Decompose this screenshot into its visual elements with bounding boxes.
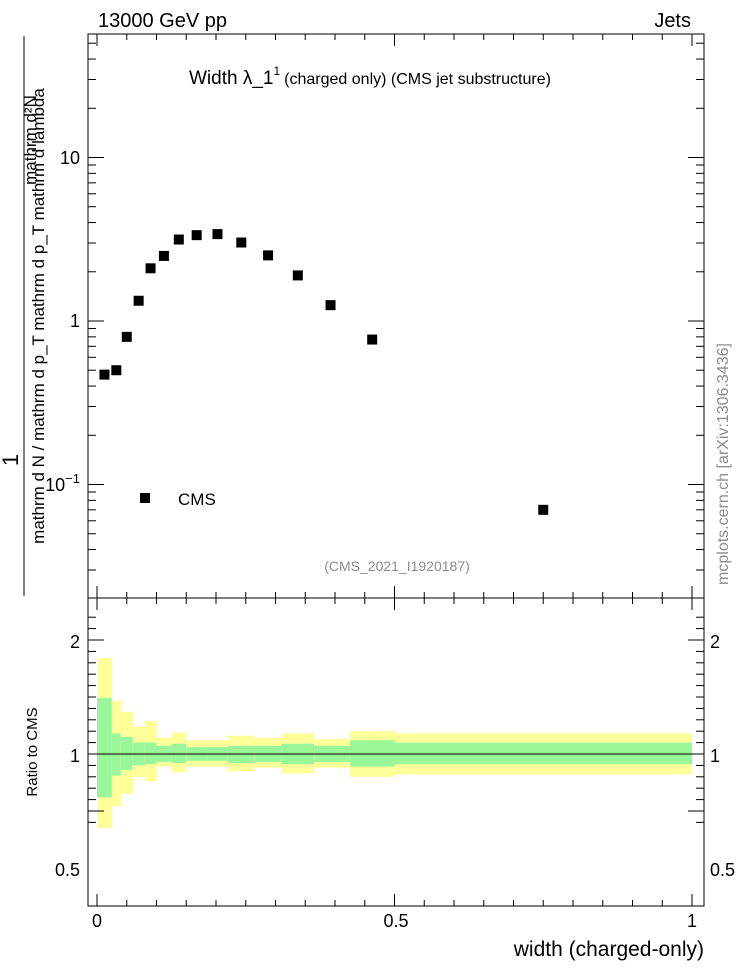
ratio-ytick-2-right: 2 [710,632,720,652]
ytick-label-base: 10 [45,475,65,495]
ratio-plot-frame [87,597,705,907]
stat-uncertainty-band-0 [97,698,112,798]
ytick-label-1: 1 [70,311,80,331]
xtick-label-0: 0 [92,911,102,931]
data-point-1 [111,365,122,376]
energy-label: 13000 GeV pp [98,10,227,32]
data-point-2 [121,331,132,342]
ratio-ytick-2-left: 2 [70,632,80,652]
ratio-ylabel: Ratio to CMS [24,707,41,796]
ytick-label-0-1: 10−1 [45,471,80,495]
ratio-axis-ticks [88,598,704,906]
data-point-6 [173,234,184,245]
ratio-ytick-0-5-right: 0.5 [710,860,735,880]
xlabel: width (charged-only) [513,938,704,961]
cms-data-points [99,229,549,515]
data-point-14 [538,504,549,515]
category-label: Jets [654,10,691,32]
xtick-label-0-5: 0.5 [383,911,408,931]
stat-uncertainty-band-6 [171,743,187,764]
data-point-12 [325,300,336,311]
stat-uncertainty-band-2 [120,736,133,770]
main-tick-labels: 10 1 10−1 [45,148,80,495]
chart-title-main: Width λ_1 [189,68,273,89]
ylabel-numerator: 1 [0,454,23,466]
ratio-ytick-0-5-left: 0.5 [55,860,80,880]
analysis-id-label: (CMS_2021_I1920187) [324,558,470,574]
stat-uncertainty-band-9 [227,746,255,764]
stat-uncertainty-band-14 [394,742,692,765]
legend-marker-cms [140,493,150,503]
data-point-5 [158,250,169,261]
data-point-10 [263,250,274,261]
stat-uncertainty-band-13 [349,740,395,767]
xtick-label-1: 1 [687,911,697,931]
legend-label-cms: CMS [178,490,216,509]
data-point-11 [292,270,303,281]
ratio-ytick-1-right: 1 [710,746,720,766]
data-point-0 [99,369,110,380]
data-point-9 [236,237,247,248]
ylabel-top: mathrm d²N [21,95,40,185]
ylabel-denominator: mathrm d N / mathrm d p_T mathrm d p_T m… [29,88,48,544]
data-point-7 [191,230,202,241]
stat-uncertainty-band-1 [111,733,121,776]
data-point-13 [367,334,378,345]
main-axis-ticks [88,34,704,598]
chart-title: Width λ_11 (charged only) (CMS jet substr… [189,64,551,89]
ytick-label-exp: −1 [65,471,80,486]
data-point-8 [212,229,223,240]
ratio-tick-labels: 2 1 0.5 2 1 0.5 0 0.5 1 [55,632,735,931]
stat-uncertainty-band-4 [144,742,157,765]
ytick-label-10: 10 [60,148,80,168]
data-point-4 [145,263,156,274]
main-ylabel: mathrm d²N 1 mathrm d N / mathrm d p_T m… [0,36,48,596]
main-plot-frame [87,33,705,599]
ratio-uncertainty-bands [97,658,692,829]
ratio-ytick-1-left: 1 [70,746,80,766]
data-point-3 [133,295,144,306]
chart-title-rest: (charged only) (CMS jet substructure) [284,71,551,88]
mcplots-watermark: mcplots.cern.ch [arXiv:1306.3436] [715,343,732,585]
chart-title-sup: 1 [273,64,280,78]
